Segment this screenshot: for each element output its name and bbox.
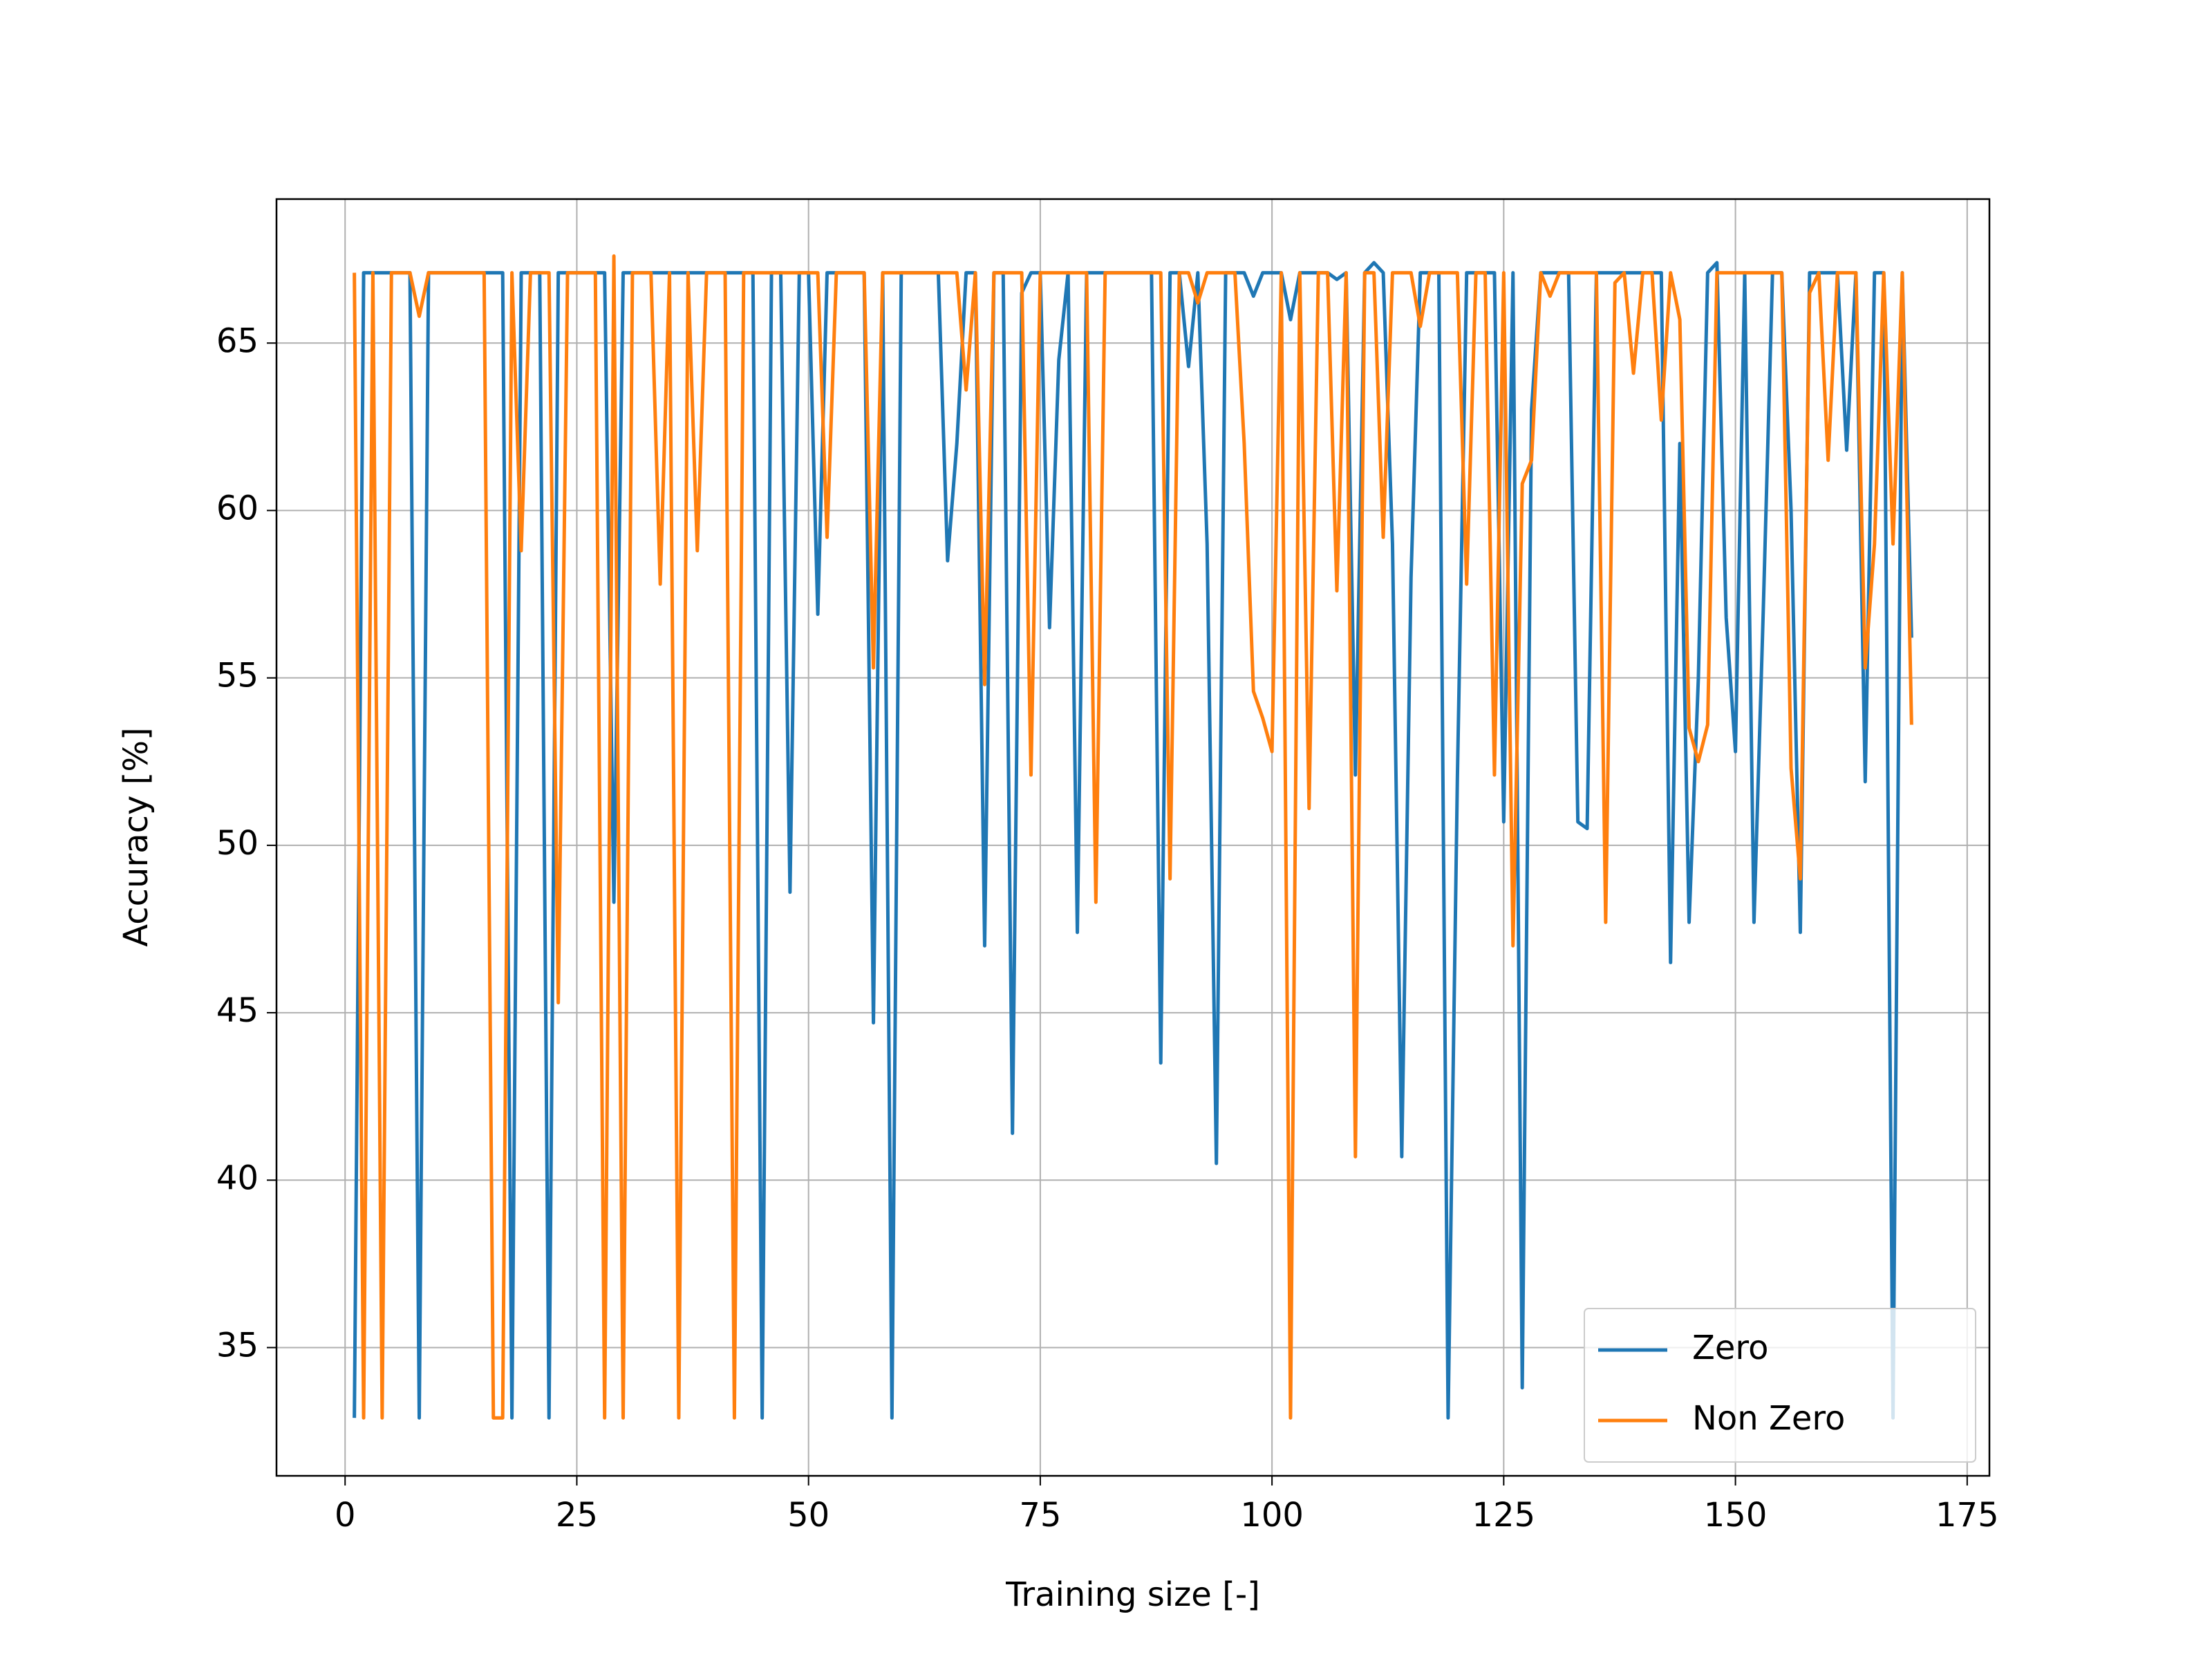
x-tick-label: 175 xyxy=(1936,1496,1999,1535)
x-tick-label: 25 xyxy=(556,1496,598,1535)
plot-frame xyxy=(275,198,1991,1477)
x-tick-label: 75 xyxy=(1019,1496,1061,1535)
legend-label: Zero xyxy=(1692,1329,1768,1367)
y-tick-label: 40 xyxy=(216,1159,259,1197)
y-axis-label: Accuracy [%] xyxy=(117,727,156,946)
y-tick-label: 45 xyxy=(216,991,259,1030)
legend-label: Non Zero xyxy=(1692,1399,1845,1438)
x-tick-label: 0 xyxy=(335,1496,356,1535)
data-line xyxy=(353,254,1913,1420)
x-tick-label: 50 xyxy=(787,1496,830,1535)
y-tick-label: 35 xyxy=(216,1326,259,1365)
x-axis-label: Training size [-] xyxy=(1005,1575,1260,1614)
y-tick-label: 55 xyxy=(216,657,259,695)
x-tick-label: 125 xyxy=(1472,1496,1536,1535)
y-tick-label: 65 xyxy=(216,321,259,360)
y-tick-label: 50 xyxy=(216,824,259,863)
x-tick-label: 100 xyxy=(1240,1496,1304,1535)
x-tick-label: 150 xyxy=(1704,1496,1768,1535)
y-tick-label: 60 xyxy=(216,489,259,527)
legend-box xyxy=(1584,1308,1976,1463)
